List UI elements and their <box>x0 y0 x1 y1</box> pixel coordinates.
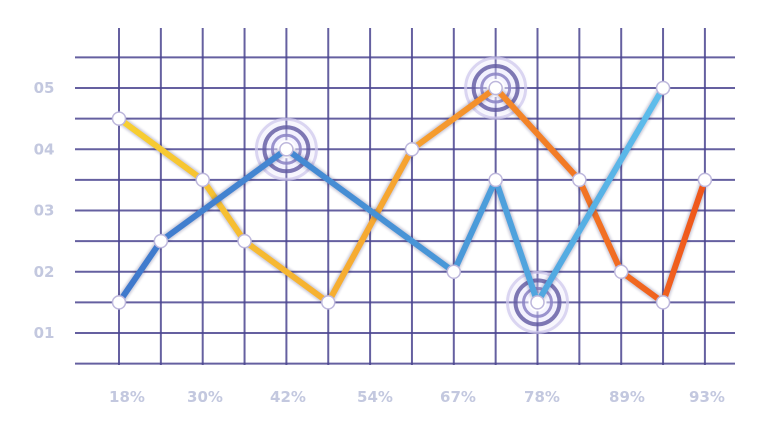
data-point <box>279 142 294 157</box>
highlight-ring-inner <box>522 286 553 318</box>
highlight-ring-outer <box>506 270 569 334</box>
highlight-ring-inner <box>270 133 302 165</box>
data-point <box>237 233 252 249</box>
data-point <box>446 264 462 279</box>
data-point <box>195 172 210 188</box>
data-points <box>111 80 713 310</box>
data-point <box>613 264 629 279</box>
highlight-ring-middle <box>262 125 311 174</box>
data-point <box>321 295 336 310</box>
data-point <box>488 172 503 188</box>
data-point <box>572 172 587 188</box>
data-point <box>530 295 545 310</box>
highlight-ring-outer <box>464 56 528 120</box>
x-tick-label: 93% <box>689 388 725 406</box>
highlight-ring-middle <box>471 64 520 112</box>
y-tick-label: 05 <box>34 79 55 97</box>
data-point <box>655 295 671 310</box>
y-tick-label: 02 <box>34 263 55 281</box>
x-tick-label: 89% <box>609 388 645 406</box>
x-tick-label: 78% <box>524 388 560 406</box>
data-point <box>404 142 420 157</box>
x-tick-label: 67% <box>440 388 476 406</box>
y-tick-label: 03 <box>34 202 55 220</box>
y-tick-label: 04 <box>34 140 55 158</box>
data-point <box>111 295 127 310</box>
data-point <box>153 233 169 249</box>
x-tick-label: 54% <box>357 388 393 406</box>
highlight-ring-outer <box>254 117 318 181</box>
grid <box>75 28 735 365</box>
x-tick-label: 18% <box>109 388 145 406</box>
x-tick-label: 42% <box>270 388 306 406</box>
highlight-ring-middle <box>513 278 562 327</box>
y-axis-labels: 01 02 03 04 05 <box>34 79 55 342</box>
data-point <box>697 172 713 188</box>
x-tick-label: 30% <box>187 388 223 406</box>
x-axis-labels: 18% 30% 42% 54% 67% 78% 89% 93% <box>109 388 725 406</box>
highlight-ring-inner <box>480 72 512 104</box>
y-tick-label: 01 <box>34 324 55 342</box>
series-line-yellow-orange <box>116 85 708 306</box>
data-point <box>111 111 127 126</box>
data-point <box>655 80 671 96</box>
data-point <box>488 80 503 96</box>
